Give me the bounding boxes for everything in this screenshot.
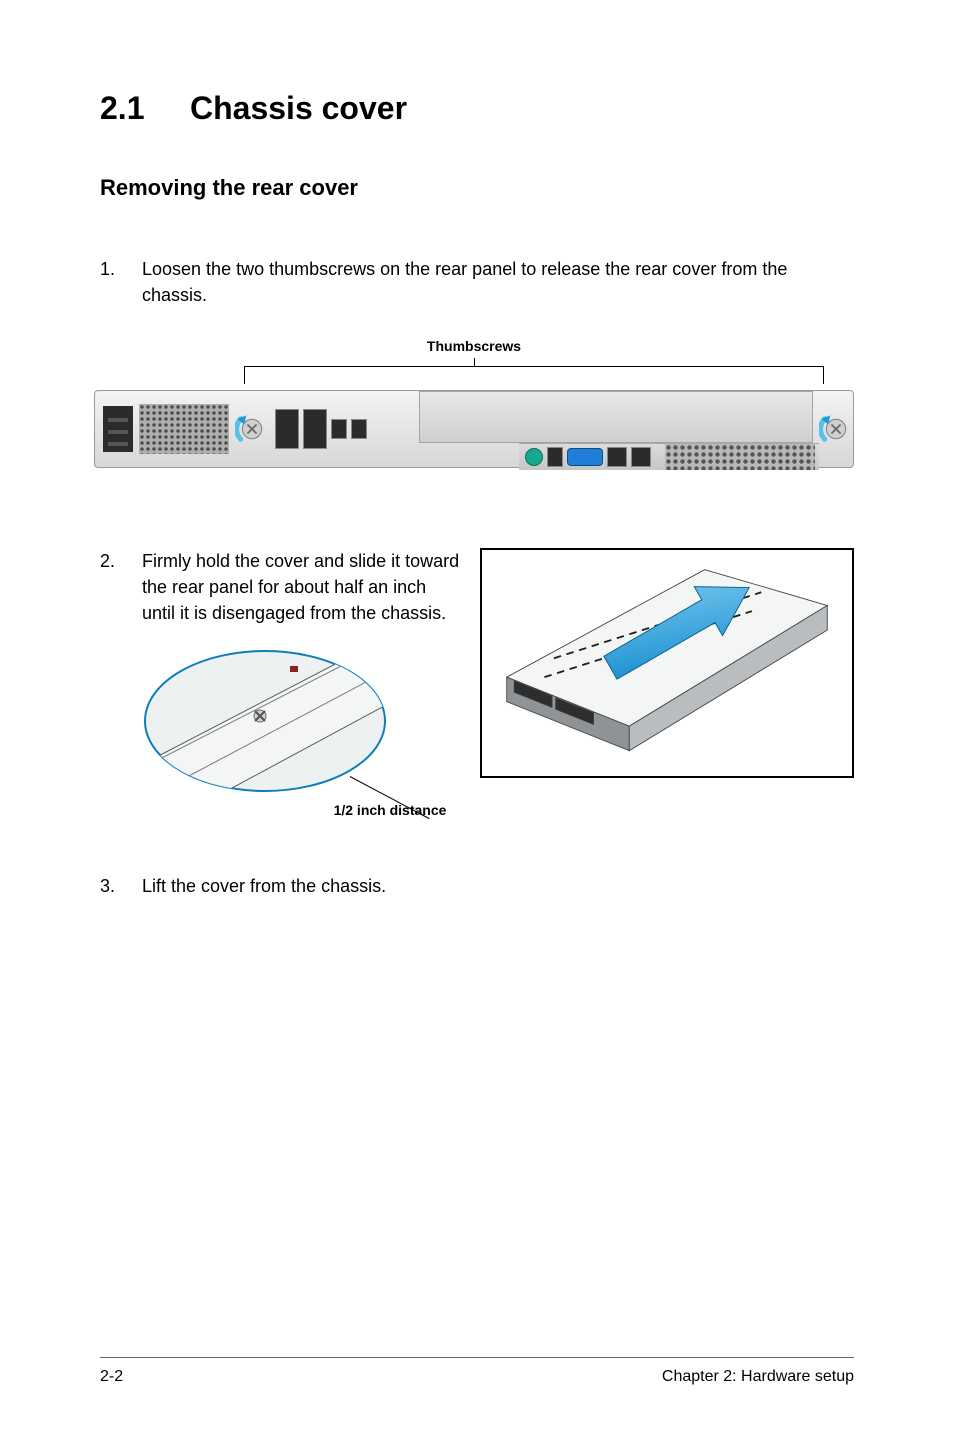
step-2-number: 2. (100, 548, 142, 626)
subheading: Removing the rear cover (100, 175, 854, 201)
footer-page-number: 2-2 (100, 1368, 123, 1386)
slide-inset-wrap: 1/2 inch distance (140, 646, 460, 818)
thumbscrew-right (819, 412, 853, 446)
thumbscrew-label: Thumbscrews (94, 338, 854, 354)
thumbscrew-left (235, 412, 269, 446)
vent-grille-icon (665, 444, 815, 470)
page-footer: 2-2 Chapter 2: Hardware setup (100, 1357, 854, 1386)
thumbscrew-leader-lines (94, 358, 854, 390)
step-2: 2. Firmly hold the cover and slide it to… (100, 548, 460, 626)
step-1-text: Loosen the two thumbscrews on the rear p… (142, 256, 854, 308)
usb-stack-icon (303, 409, 327, 449)
psu-vent-region (95, 391, 235, 467)
step-1: 1. Loosen the two thumbscrews on the rea… (100, 256, 854, 308)
section-number: 2.1 (100, 90, 190, 127)
section-title-text: Chassis cover (190, 90, 407, 126)
rear-panel-illustration (94, 390, 854, 468)
figure-rear-panel: Thumbscrews (94, 338, 854, 468)
ps2-port-icon (525, 448, 543, 466)
inset-leader-line (350, 776, 480, 816)
expansion-slot-icon (419, 391, 813, 443)
port-icon (331, 419, 347, 439)
power-socket-icon (103, 406, 133, 452)
slide-inset-illustration (140, 646, 390, 796)
port-icon (351, 419, 367, 439)
chassis-slide-illustration (480, 548, 854, 778)
section-title: 2.1Chassis cover (100, 90, 854, 127)
expansion-area (419, 391, 819, 467)
footer-chapter: Chapter 2: Hardware setup (662, 1368, 854, 1386)
step-3-text: Lift the cover from the chassis. (142, 873, 854, 899)
rear-ports-row (519, 443, 819, 470)
step-2-text: Firmly hold the cover and slide it towar… (142, 548, 460, 626)
io-port-block (269, 391, 419, 467)
port-icon (547, 447, 563, 467)
usb-stack-icon (275, 409, 299, 449)
vent-grille-icon (139, 404, 229, 454)
vga-port-icon (567, 448, 603, 466)
step-1-number: 1. (100, 256, 142, 308)
step-2-row: 2. Firmly hold the cover and slide it to… (100, 548, 854, 818)
step-3-number: 3. (100, 873, 142, 899)
step-3: 3. Lift the cover from the chassis. (100, 873, 854, 899)
lan-port-icon (631, 447, 651, 467)
lan-port-icon (607, 447, 627, 467)
